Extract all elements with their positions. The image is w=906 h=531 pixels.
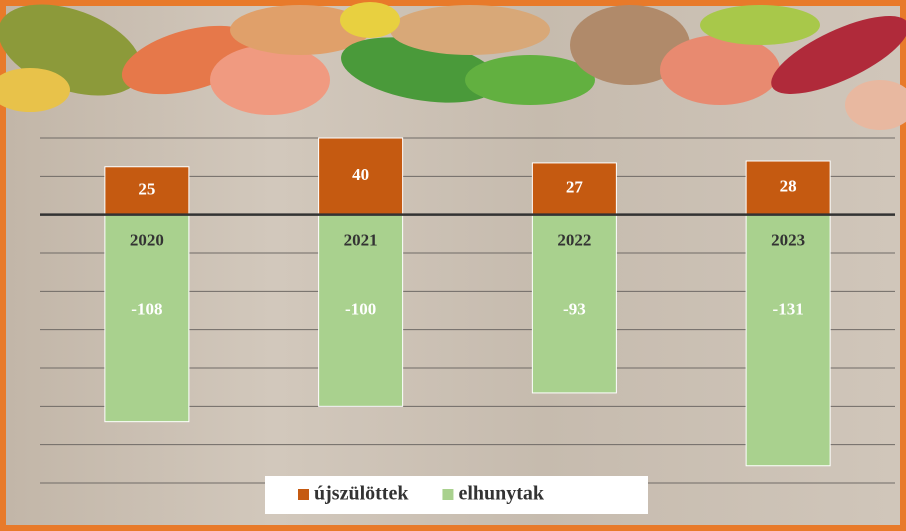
- category-label: 2023: [771, 231, 805, 250]
- category-label: 2022: [557, 231, 591, 250]
- legend-swatch: [442, 489, 454, 500]
- value-label: 25: [138, 180, 155, 199]
- bar: [318, 214, 404, 407]
- leaf-decoration: [0, 2, 906, 130]
- bar: [104, 214, 190, 423]
- bar: [318, 137, 404, 216]
- category-label: 2020: [130, 231, 164, 250]
- bar: [104, 166, 190, 216]
- bar: [745, 214, 831, 467]
- legend-label: újszülöttek: [314, 483, 409, 505]
- category-label: 2021: [344, 231, 378, 250]
- value-label: -100: [345, 300, 376, 319]
- value-label: 28: [780, 177, 797, 196]
- legend-box: [265, 476, 648, 514]
- legend-label: elhunytak: [458, 483, 544, 505]
- value-label: -131: [773, 300, 804, 319]
- bar: [531, 214, 617, 394]
- bar: [745, 160, 831, 216]
- legend-swatch: [298, 489, 309, 500]
- value-label: 40: [352, 165, 369, 184]
- value-label: -108: [131, 300, 162, 319]
- value-label: 27: [566, 178, 584, 197]
- value-label: -93: [563, 300, 586, 319]
- bar: [531, 162, 617, 216]
